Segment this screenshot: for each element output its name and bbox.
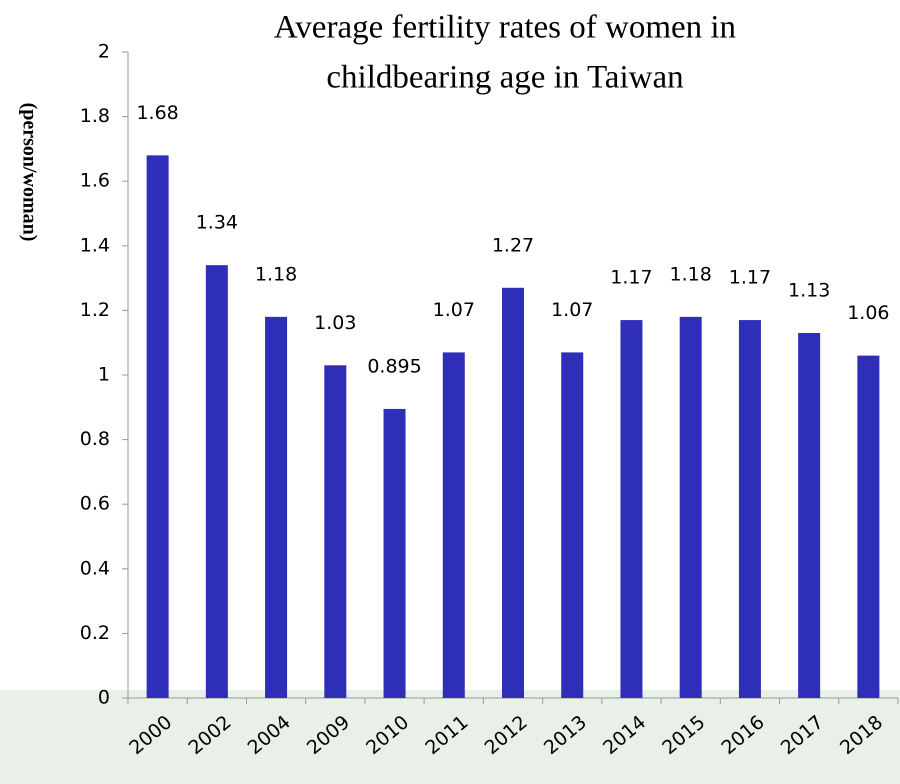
value-label: 1.18: [670, 263, 712, 285]
y-tick-label: 1.6: [80, 170, 110, 192]
bar: [265, 316, 288, 698]
chart-title: Average fertility rates of women in: [274, 10, 736, 46]
bar: [798, 333, 821, 698]
bar: [679, 316, 702, 698]
bar: [324, 365, 347, 698]
y-tick-label: 0.2: [80, 622, 110, 644]
value-label: 1.27: [492, 234, 534, 256]
chart-title: childbearing age in Taiwan: [326, 60, 683, 96]
y-tick-label: 1.2: [80, 299, 110, 321]
value-label: 1.17: [610, 267, 652, 289]
value-label: 1.07: [433, 299, 475, 321]
y-tick-label: 1: [98, 364, 110, 386]
bar: [857, 355, 880, 698]
value-label: 1.34: [196, 212, 238, 234]
value-label: 0.895: [367, 355, 421, 377]
value-label: 1.18: [255, 263, 297, 285]
bar: [561, 352, 584, 698]
y-tick-label: 2: [98, 41, 110, 63]
value-label: 1.03: [314, 312, 356, 334]
y-tick-label: 0.4: [80, 557, 110, 579]
y-tick-label: 0.6: [80, 493, 110, 515]
bar: [442, 352, 465, 698]
bar: [502, 287, 524, 698]
value-label: 1.06: [847, 302, 889, 324]
bar: [620, 320, 643, 698]
value-label: 1.13: [788, 280, 830, 302]
bar: [146, 155, 169, 699]
y-axis-label: (person/woman): [18, 103, 40, 242]
footer-band: [0, 690, 900, 784]
bar: [738, 320, 761, 698]
y-tick-label: 1.8: [80, 105, 110, 127]
y-tick-label: 1.4: [80, 234, 110, 256]
bar: [383, 408, 406, 698]
y-tick-label: 0: [98, 687, 110, 709]
bar: [205, 265, 228, 698]
value-label: 1.07: [551, 299, 593, 321]
value-label: 1.68: [136, 102, 178, 124]
y-tick-label: 0.8: [80, 428, 110, 450]
value-label: 1.17: [729, 267, 771, 289]
